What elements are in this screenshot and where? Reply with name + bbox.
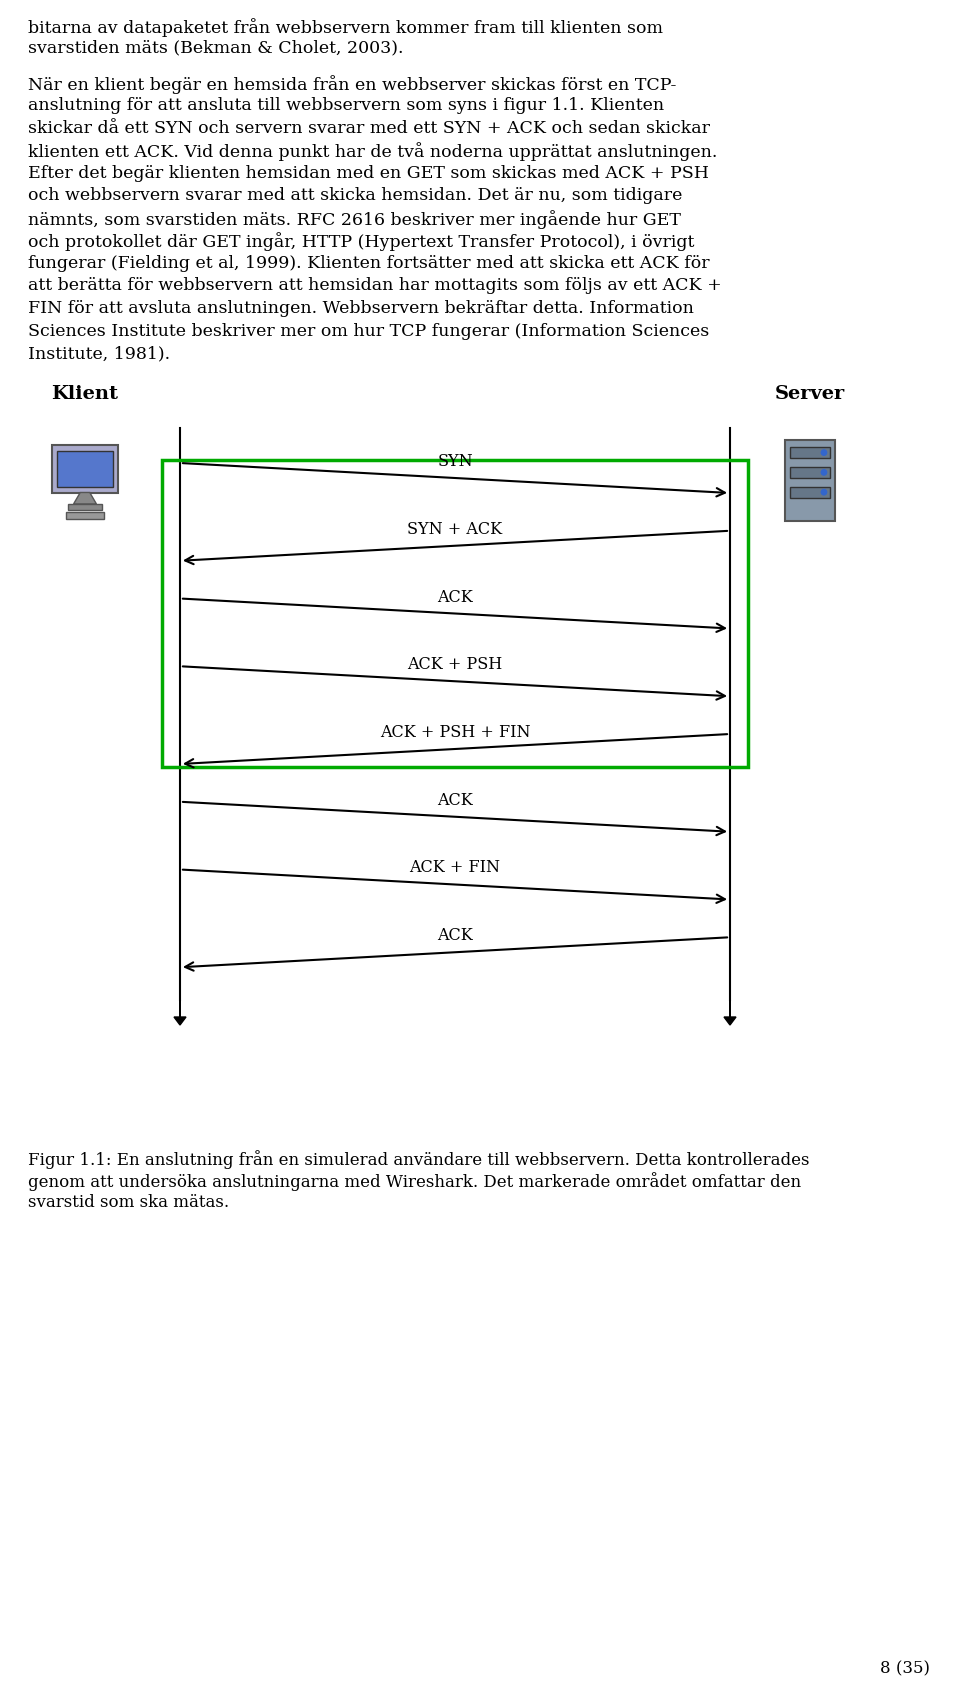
Text: genom att undersöka anslutningarna med Wireshark. Det markerade området omfattar: genom att undersöka anslutningarna med W… [28,1171,802,1192]
Text: och protokollet där GET ingår, HTTP (Hypertext Transfer Protocol), i övrigt: och protokollet där GET ingår, HTTP (Hyp… [28,232,694,251]
FancyArrow shape [724,1000,736,1025]
Bar [790,468,830,478]
Text: skickar då ett SYN och servern svarar med ett SYN + ACK och sedan skickar: skickar då ett SYN och servern svarar me… [28,120,710,137]
Text: ACK: ACK [437,927,473,944]
Text: Server: Server [775,385,845,403]
Text: bitarna av datapaketet från webbservern kommer fram till klienten som
svarstiden: bitarna av datapaketet från webbservern … [28,19,663,56]
Text: ACK + FIN: ACK + FIN [410,859,500,876]
Bar [790,447,830,458]
Bar [68,503,102,510]
Bar [790,486,830,498]
Circle shape [821,449,827,456]
Circle shape [821,470,827,475]
Text: svarstid som ska mätas.: svarstid som ska mätas. [28,1193,229,1210]
Text: ACK: ACK [437,792,473,809]
Text: anslutning för att ansluta till webbservern som syns i figur 1.1. Klienten: anslutning för att ansluta till webbserv… [28,98,664,115]
Polygon shape [74,493,96,503]
Bar [66,512,104,519]
Text: SYN: SYN [437,453,473,470]
Bar [162,459,748,768]
Text: Efter det begär klienten hemsidan med en GET som skickas med ACK + PSH: Efter det begär klienten hemsidan med en… [28,164,709,181]
Text: ACK: ACK [437,588,473,605]
Text: SYN + ACK: SYN + ACK [407,520,503,537]
Text: 8 (35): 8 (35) [880,1659,930,1676]
Text: FIN för att avsluta anslutningen. Webbservern bekräftar detta. Information: FIN för att avsluta anslutningen. Webbse… [28,300,694,317]
FancyArrow shape [174,1000,186,1025]
Text: ACK + PSH: ACK + PSH [407,656,503,673]
Text: nämnts, som svarstiden mäts. RFC 2616 beskriver mer ingående hur GET: nämnts, som svarstiden mäts. RFC 2616 be… [28,210,681,229]
Text: klienten ett ACK. Vid denna punkt har de två noderna upprättat anslutningen.: klienten ett ACK. Vid denna punkt har de… [28,142,717,161]
Text: Klient: Klient [52,385,118,403]
Text: att berätta för webbservern att hemsidan har mottagits som följs av ett ACK +: att berätta för webbservern att hemsidan… [28,278,722,295]
Bar [52,446,118,493]
Text: ACK + PSH + FIN: ACK + PSH + FIN [380,724,530,741]
Circle shape [821,490,827,495]
Text: och webbservern svarar med att skicka hemsidan. Det är nu, som tidigare: och webbservern svarar med att skicka he… [28,188,683,205]
Text: Sciences Institute beskriver mer om hur TCP fungerar (Information Sciences: Sciences Institute beskriver mer om hur … [28,322,709,339]
Text: fungerar (Fielding et al, 1999). Klienten fortsätter med att skicka ett ACK för: fungerar (Fielding et al, 1999). Kliente… [28,254,709,271]
Text: När en klient begär en hemsida från en webbserver skickas först en TCP-: När en klient begär en hemsida från en w… [28,75,677,93]
Text: Institute, 1981).: Institute, 1981). [28,346,170,363]
Text: Figur 1.1: En anslutning från en simulerad användare till webbservern. Detta kon: Figur 1.1: En anslutning från en simuler… [28,1149,809,1170]
Bar [58,451,112,486]
Bar [785,441,835,520]
